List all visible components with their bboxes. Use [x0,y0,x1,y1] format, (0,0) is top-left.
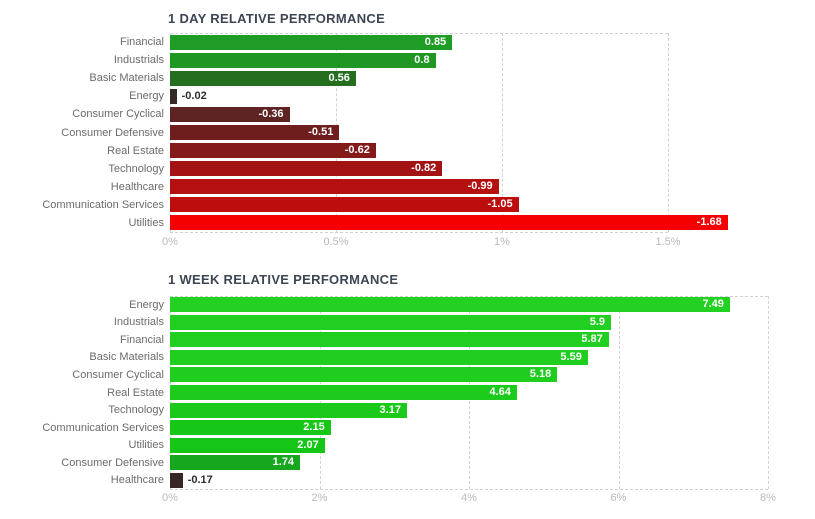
value-label: -0.51 [308,126,334,138]
category-label: Healthcare [110,180,164,193]
gridline [768,296,769,489]
chart-title-1day: 1 DAY RELATIVE PERFORMANCE [168,11,386,26]
bar-technology [170,161,443,177]
axis-tick-label: 6% [610,492,627,504]
bar-consumer-defensive [170,125,340,140]
value-label: 7.49 [702,298,724,311]
bar-technology [170,402,407,418]
category-label: Utilities [128,216,164,229]
bar-utilities [170,215,728,231]
gridline [502,33,503,232]
value-label: -0.17 [187,473,213,486]
axis-tick-label: 0.5% [323,236,349,248]
bar-industrials [170,314,612,330]
category-label: Communication Services [42,198,164,211]
value-label: -0.82 [411,162,437,175]
value-label: 4.64 [489,386,511,398]
value-label: 0.8 [414,53,430,66]
value-label: 5.87 [581,333,603,346]
bar-financial [170,332,609,348]
axis-tick-label: 0% [162,492,178,504]
category-label: Technology [108,162,164,175]
category-label: Basic Materials [89,72,164,85]
category-label: Consumer Cyclical [72,368,164,381]
bar-consumer-defensive [170,455,301,471]
x-axis-line [170,232,668,233]
bar-energy [170,297,730,313]
category-label: Real Estate [107,144,164,157]
value-label: -0.02 [181,89,207,102]
bar-healthcare [170,472,183,488]
value-label: 5.9 [589,315,606,328]
bar-communication-services [170,197,519,213]
value-label: -1.05 [487,198,513,211]
bar-healthcare [170,179,499,195]
category-label: Consumer Defensive [61,456,164,469]
chart-title-1week: 1 WEEK RELATIVE PERFORMANCE [168,272,399,287]
category-label: Communication Services [42,421,164,434]
bar-communication-services [170,420,331,436]
axis-tick-label: 4% [461,492,477,504]
category-label: Financial [119,333,164,346]
value-label: 1.74 [272,456,295,469]
category-label: Consumer Cyclical [72,108,164,121]
axis-tick-label: 0% [162,236,178,248]
value-label: 0.56 [328,71,350,84]
gridline [618,296,620,489]
value-label: -0.99 [467,180,493,193]
category-label: Utilities [128,439,164,452]
category-label: Industrials [113,316,164,329]
value-label: 2.15 [303,421,325,434]
value-label: 3.17 [379,403,401,416]
bar-utilities [170,437,325,453]
plot-top-border [170,33,668,34]
value-label: 0.85 [424,35,447,48]
value-label: 5.18 [529,368,552,381]
bar-basic-materials [170,349,588,365]
axis-tick-label: 1.5% [655,236,681,248]
bar-consumer-cyclical [170,106,290,122]
category-label: Financial [119,36,164,49]
bar-basic-materials [170,70,356,86]
value-label: 2.07 [297,438,319,451]
category-label: Energy [129,90,164,103]
value-label: 5.59 [560,350,582,363]
category-label: Industrials [113,54,164,67]
axis-tick-label: 1% [494,236,510,248]
category-label: Consumer Defensive [61,126,164,139]
category-label: Energy [129,298,164,311]
bar-financial [170,34,453,50]
bar-consumer-cyclical [170,367,558,383]
bar-real-estate [170,143,376,159]
category-label: Technology [108,404,164,417]
value-label: -0.36 [258,107,284,120]
axis-tick-label: 2% [311,492,328,504]
bar-real-estate [170,385,517,400]
category-label: Healthcare [110,474,164,487]
category-label: Real Estate [107,386,164,399]
gridline [668,33,669,232]
x-axis-line [170,489,768,490]
axis-tick-label: 8% [760,492,776,504]
bar-industrials [170,52,436,68]
bar-energy [170,88,177,104]
value-label: -0.62 [344,144,370,157]
category-label: Basic Materials [89,351,164,364]
value-label: -1.68 [696,216,722,229]
